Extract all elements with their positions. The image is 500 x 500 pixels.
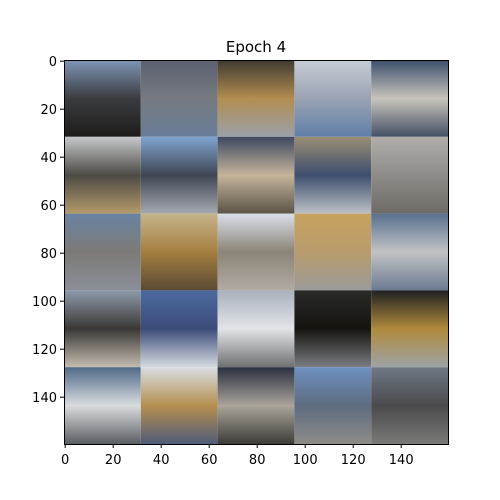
image-tile-r4-c0: [64, 367, 141, 444]
y-axis: 0 20 40 60 80 100 120 140: [32, 55, 64, 406]
image-tile-r1-c3: [294, 136, 372, 214]
y-tick-label: 140: [32, 391, 57, 406]
y-tick-label: 120: [32, 343, 57, 358]
x-tick-label: 80: [249, 453, 266, 468]
image-tile-r1-c0: [64, 136, 141, 214]
x-tick-label: 60: [201, 453, 218, 468]
x-tick-label: 100: [293, 453, 318, 468]
image-tile-r3-c0: [64, 290, 141, 368]
image-tile-r4-c3: [294, 367, 372, 444]
x-tick-label: 40: [153, 453, 170, 468]
image-tile-r2-c4: [371, 213, 448, 291]
y-tick-label: 20: [40, 103, 57, 118]
image-tile-r3-c3: [294, 290, 372, 368]
axes-frame: [64, 60, 449, 445]
image-tile-r1-c2: [217, 136, 295, 214]
x-axis: 0 20 40 60 80 100 120 140: [61, 444, 414, 468]
x-tick-label: 20: [105, 453, 122, 468]
y-tick-label: 40: [40, 151, 57, 166]
image-tile-r3-c2: [217, 290, 295, 368]
image-tile-r2-c3: [294, 213, 372, 291]
chart-title: Epoch 4: [226, 38, 286, 56]
image-tiles: [64, 60, 448, 444]
y-tick-label: 80: [40, 247, 57, 262]
image-tile-r2-c1: [140, 213, 218, 291]
image-tile-r2-c0: [64, 213, 141, 291]
image-tile-r0-c4: [371, 60, 448, 137]
image-tile-r4-c4: [371, 367, 448, 444]
image-tile-r0-c1: [140, 60, 218, 137]
y-tick-label: 0: [49, 55, 57, 70]
y-tick-label: 100: [32, 295, 57, 310]
y-tick-label: 60: [40, 199, 57, 214]
image-tile-r3-c1: [140, 290, 218, 368]
image-tile-r4-c2: [217, 367, 295, 444]
image-tile-r2-c2: [217, 213, 295, 291]
image-tile-r1-c1: [140, 136, 218, 214]
image-tile-r0-c0: [64, 60, 141, 137]
image-tile-r0-c3: [294, 60, 372, 137]
image-tile-r3-c4: [371, 290, 448, 368]
x-tick-label: 0: [61, 453, 69, 468]
x-tick-label: 120: [341, 453, 366, 468]
image-tile-r1-c4: [371, 136, 448, 214]
image-tile-r4-c1: [140, 367, 218, 444]
x-tick-label: 140: [389, 453, 414, 468]
image-tile-r0-c2: [217, 60, 295, 137]
